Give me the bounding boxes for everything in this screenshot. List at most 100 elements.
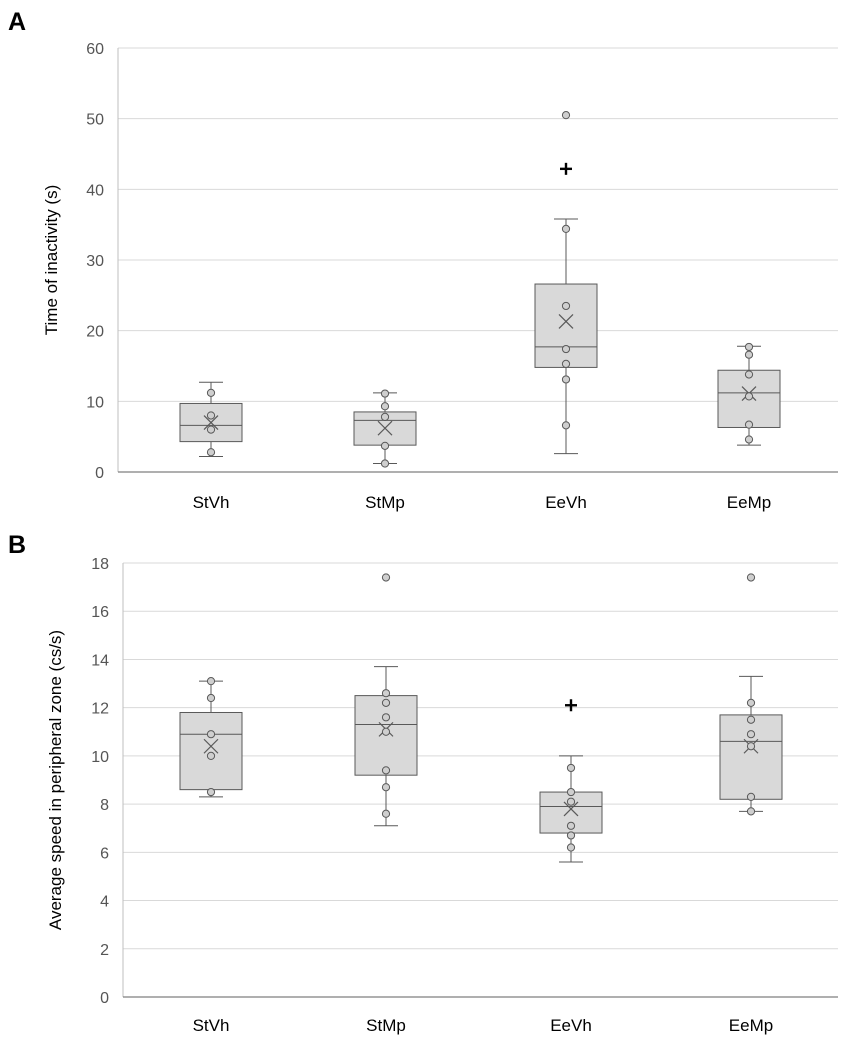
data-point <box>381 766 391 775</box>
data-point <box>206 425 216 434</box>
data-point <box>746 792 756 801</box>
y-tick-label: 2 <box>100 942 109 959</box>
x-tick-label: EeMp <box>729 1016 773 1035</box>
x-tick-label: StVh <box>193 1016 230 1035</box>
data-point <box>380 459 390 468</box>
data-point <box>746 698 756 707</box>
box-stvh <box>179 381 243 457</box>
mean-marker-stroke <box>203 738 219 754</box>
outlier-marker <box>565 699 577 712</box>
y-tick-label: 6 <box>100 845 109 862</box>
chart-panel-b: B 0 2 4 6 8 10 12 14 16 18 Average speed in periphe… <box>8 531 838 1035</box>
outlier-marker <box>560 162 572 175</box>
mean-marker <box>563 801 579 817</box>
y-tick-label: 0 <box>100 990 109 1007</box>
box-stvh <box>179 677 243 798</box>
data-point <box>746 807 756 816</box>
chart-panel-a: A 0 10 20 30 40 50 60 Time of inactivity (s) StVh… <box>8 8 838 512</box>
x-tick-label: StMp <box>365 493 405 512</box>
data-point <box>746 742 756 751</box>
y-tick-label: 12 <box>91 701 109 718</box>
data-point <box>380 402 390 411</box>
x-tick-label: StVh <box>193 493 230 512</box>
data-point <box>381 573 391 582</box>
data-point <box>206 411 216 420</box>
data-point <box>206 693 216 703</box>
data-point <box>381 727 391 736</box>
mean-marker <box>558 314 574 329</box>
data-point <box>744 342 754 352</box>
y-tick-label: 30 <box>86 253 104 270</box>
y-tick-label: 40 <box>86 182 104 199</box>
outlier-point <box>561 111 571 120</box>
data-point <box>561 224 571 234</box>
data-point <box>566 843 576 852</box>
y-tick-label: 10 <box>91 749 109 766</box>
box-iqr <box>179 711 243 791</box>
y-tick-label: 50 <box>86 112 104 129</box>
y-tick-label: 16 <box>91 604 109 621</box>
data-point <box>744 370 754 379</box>
box-eevh <box>534 111 598 455</box>
data-point <box>561 359 571 368</box>
panel-label: A <box>8 8 26 36</box>
data-point <box>744 392 754 401</box>
x-tick-label: EeVh <box>545 493 587 512</box>
data-point <box>744 435 754 444</box>
data-point <box>380 441 390 450</box>
data-point <box>381 809 391 818</box>
data-point <box>746 715 756 724</box>
mean-marker-stroke <box>563 801 579 817</box>
data-point <box>206 388 216 397</box>
data-point <box>206 787 216 797</box>
data-point <box>566 763 576 773</box>
x-tick-label: EeMp <box>727 493 771 512</box>
y-tick-label: 10 <box>86 394 104 411</box>
data-point <box>566 831 576 840</box>
data-point <box>206 751 216 760</box>
data-point <box>206 677 216 686</box>
data-point <box>381 698 391 707</box>
mean-marker-stroke <box>203 415 219 430</box>
box-eemp <box>717 342 781 446</box>
y-tick-label: 18 <box>91 556 109 573</box>
data-point <box>566 787 576 797</box>
data-point <box>744 350 754 359</box>
panel-label: B <box>8 531 26 559</box>
data-point <box>381 783 391 792</box>
y-tick-label: 60 <box>86 41 104 58</box>
y-tick-label: 8 <box>100 797 109 814</box>
box-iqr <box>719 714 783 800</box>
box-iqr <box>534 283 598 368</box>
x-tick-label: StMp <box>366 1016 406 1035</box>
data-point <box>206 448 216 457</box>
data-point <box>381 713 391 722</box>
y-axis-label: Time of inactivity (s) <box>42 185 61 336</box>
data-point <box>561 375 571 384</box>
mean-marker <box>377 420 393 436</box>
data-point <box>206 730 216 739</box>
data-point <box>566 797 576 806</box>
box-eevh <box>539 699 603 863</box>
mean-marker <box>203 415 219 430</box>
data-point <box>746 730 756 739</box>
box-stmp <box>354 573 418 827</box>
y-tick-label: 14 <box>91 652 109 669</box>
box-eemp <box>719 573 783 816</box>
y-tick-label: 4 <box>100 894 109 911</box>
mean-marker <box>203 738 219 754</box>
data-point <box>561 301 571 311</box>
y-axis-label: Average speed in peripheral zone (cs/s) <box>46 630 65 930</box>
data-point <box>746 573 756 582</box>
y-tick-label: 0 <box>95 465 104 482</box>
data-point <box>744 420 754 429</box>
data-point <box>380 412 390 421</box>
data-point <box>380 389 390 398</box>
data-point <box>561 344 571 354</box>
data-point <box>561 421 571 430</box>
x-tick-label: EeVh <box>550 1016 592 1035</box>
mean-marker-stroke <box>558 314 574 329</box>
data-point <box>566 821 576 830</box>
y-tick-label: 20 <box>86 324 104 341</box>
